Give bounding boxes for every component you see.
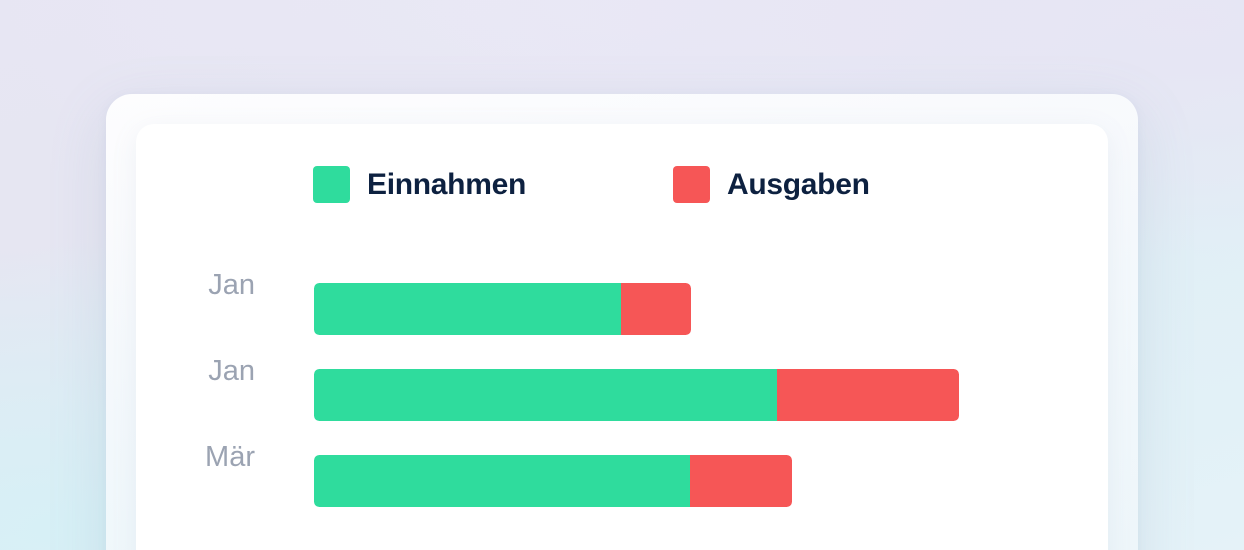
bar-segment-income-0[interactable] [314, 283, 621, 335]
chart-row: Mär [136, 429, 1108, 515]
bar-track-1 [314, 369, 959, 421]
chart-card: Einnahmen Ausgaben Jan Jan [136, 124, 1108, 550]
legend-label-ausgaben: Ausgaben [727, 167, 870, 201]
bar-segment-expense-2[interactable] [690, 455, 792, 507]
legend-swatch-expense [673, 166, 710, 203]
bar-track-2 [314, 455, 792, 507]
legend-swatch-income [313, 166, 350, 203]
chart-legend: Einnahmen Ausgaben [313, 166, 870, 203]
bar-segment-income-2[interactable] [314, 455, 690, 507]
bar-track-0 [314, 283, 691, 335]
bar-segment-expense-0[interactable] [621, 283, 691, 335]
legend-item-ausgaben[interactable]: Ausgaben [673, 166, 870, 203]
category-label-1: Jan [208, 355, 255, 387]
legend-item-einnahmen[interactable]: Einnahmen [313, 166, 526, 203]
category-label-0: Jan [208, 269, 255, 301]
chart-row: Jan [136, 343, 1108, 429]
stacked-bar-chart: Jan Jan Mär [136, 257, 1108, 515]
legend-spacer [526, 184, 673, 185]
bar-segment-income-1[interactable] [314, 369, 777, 421]
category-label-2: Mär [205, 441, 255, 473]
legend-label-einnahmen: Einnahmen [367, 167, 526, 201]
chart-row: Jan [136, 257, 1108, 343]
bar-segment-expense-1[interactable] [777, 369, 959, 421]
